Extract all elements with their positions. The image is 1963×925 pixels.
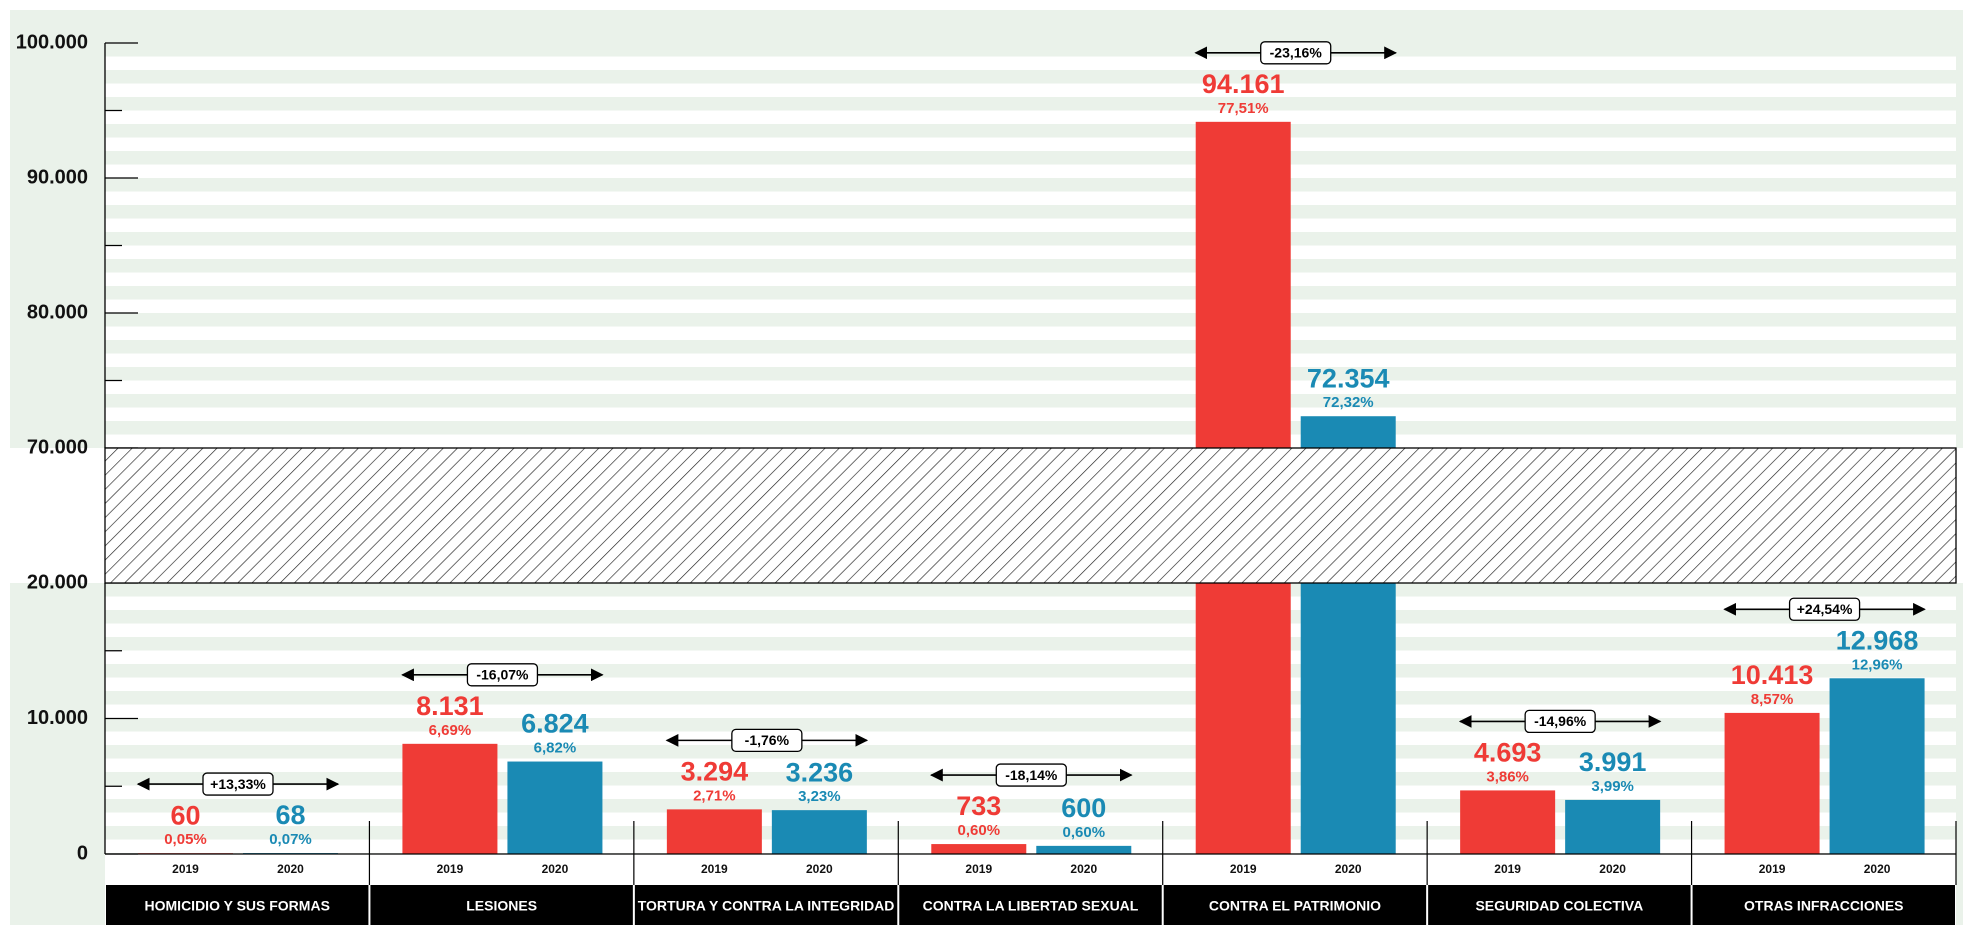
change-box <box>995 763 1067 787</box>
value-label: 3.236 <box>786 757 854 787</box>
bar <box>771 810 867 854</box>
change-box <box>1260 41 1332 65</box>
year-label: 2019 <box>437 862 464 876</box>
share-label: 8,57% <box>1751 691 1794 708</box>
change-box <box>1788 597 1861 621</box>
category-label: LESIONES <box>466 898 537 914</box>
change-label: -1,76% <box>745 732 790 748</box>
y-tick-label: 80.000 <box>27 301 88 323</box>
category-label: TORTURA Y CONTRA LA INTEGRIDAD <box>638 898 895 914</box>
category-label: CONTRA EL PATRIMONIO <box>1209 898 1381 914</box>
change-label: +24,54% <box>1797 601 1853 617</box>
change-box <box>1524 709 1596 734</box>
share-label: 0,60% <box>1063 824 1106 841</box>
value-label: 6.824 <box>521 709 589 739</box>
value-label: 72.354 <box>1307 363 1390 393</box>
share-label: 6,82% <box>534 740 577 757</box>
bar <box>1724 712 1820 854</box>
year-label: 2020 <box>277 862 304 876</box>
value-label: 8.131 <box>416 691 484 721</box>
bar <box>507 761 603 854</box>
year-label: 2019 <box>172 862 199 876</box>
year-label: 2019 <box>1494 862 1521 876</box>
plot-stripes <box>105 583 1956 854</box>
bar <box>666 809 762 854</box>
category-box <box>1163 885 1427 925</box>
value-label: 600 <box>1061 793 1106 823</box>
change-box <box>202 772 274 796</box>
value-label: 3.294 <box>681 756 749 786</box>
category-box <box>1692 885 1955 925</box>
y-tick-label: 10.000 <box>27 707 88 729</box>
change-label: -23,16% <box>1270 45 1323 61</box>
axis-break <box>104 447 1957 584</box>
category-box <box>899 885 1162 925</box>
year-label: 2019 <box>1759 862 1786 876</box>
share-label: 0,07% <box>269 831 312 848</box>
bar <box>402 743 498 854</box>
change-label: -18,14% <box>1005 767 1058 783</box>
category-label: HOMICIDIO Y SUS FORMAS <box>145 898 330 914</box>
bar <box>1829 678 1925 854</box>
change-label: -14,96% <box>1534 713 1587 729</box>
change-box <box>731 728 803 753</box>
share-label: 0,60% <box>958 822 1001 839</box>
y-tick-label: 20.000 <box>27 571 88 593</box>
change-label: +13,33% <box>210 776 266 792</box>
value-label: 10.413 <box>1731 660 1814 690</box>
value-label: 3.991 <box>1579 747 1647 777</box>
year-label: 2020 <box>1070 862 1097 876</box>
category-box <box>106 885 369 925</box>
share-label: 3,86% <box>1486 768 1529 785</box>
share-label: 72,32% <box>1323 394 1374 411</box>
year-label: 2020 <box>542 862 569 876</box>
year-label: 2019 <box>965 862 992 876</box>
bar <box>1460 790 1556 854</box>
category-box <box>1428 885 1691 925</box>
year-label: 2019 <box>1230 862 1257 876</box>
value-label: 733 <box>956 791 1001 821</box>
year-label: 2020 <box>1599 862 1626 876</box>
share-label: 0,05% <box>164 831 207 848</box>
category-label: OTRAS INFRACCIONES <box>1744 898 1903 914</box>
category-box <box>634 885 898 925</box>
value-label: 60 <box>170 800 200 830</box>
category-label: CONTRA LA LIBERTAD SEXUAL <box>923 898 1139 914</box>
bar <box>1036 845 1132 854</box>
y-tick-label: 0 <box>77 842 88 864</box>
share-label: 3,99% <box>1591 778 1634 795</box>
year-label: 2020 <box>1335 862 1362 876</box>
value-label: 68 <box>275 800 305 830</box>
share-label: 77,51% <box>1218 100 1269 117</box>
year-label: 2019 <box>701 862 728 876</box>
share-label: 6,69% <box>429 722 472 739</box>
bar <box>1565 799 1661 854</box>
change-label: -16,07% <box>476 667 529 683</box>
y-tick-label: 100.000 <box>16 31 88 53</box>
share-label: 12,96% <box>1852 656 1903 673</box>
year-label: 2020 <box>806 862 833 876</box>
plot-stripes <box>105 43 1956 448</box>
value-label: 4.693 <box>1474 738 1542 768</box>
category-label: SEGURIDAD COLECTIVA <box>1475 898 1643 914</box>
y-tick-label: 70.000 <box>27 436 88 458</box>
year-label: 2020 <box>1864 862 1891 876</box>
category-box <box>370 885 633 925</box>
value-label: 12.968 <box>1836 625 1919 655</box>
change-box <box>466 663 539 687</box>
share-label: 3,23% <box>798 788 841 805</box>
share-label: 2,71% <box>693 787 736 804</box>
bar <box>931 844 1027 854</box>
value-label: 94.161 <box>1202 69 1285 99</box>
y-tick-label: 90.000 <box>27 166 88 188</box>
